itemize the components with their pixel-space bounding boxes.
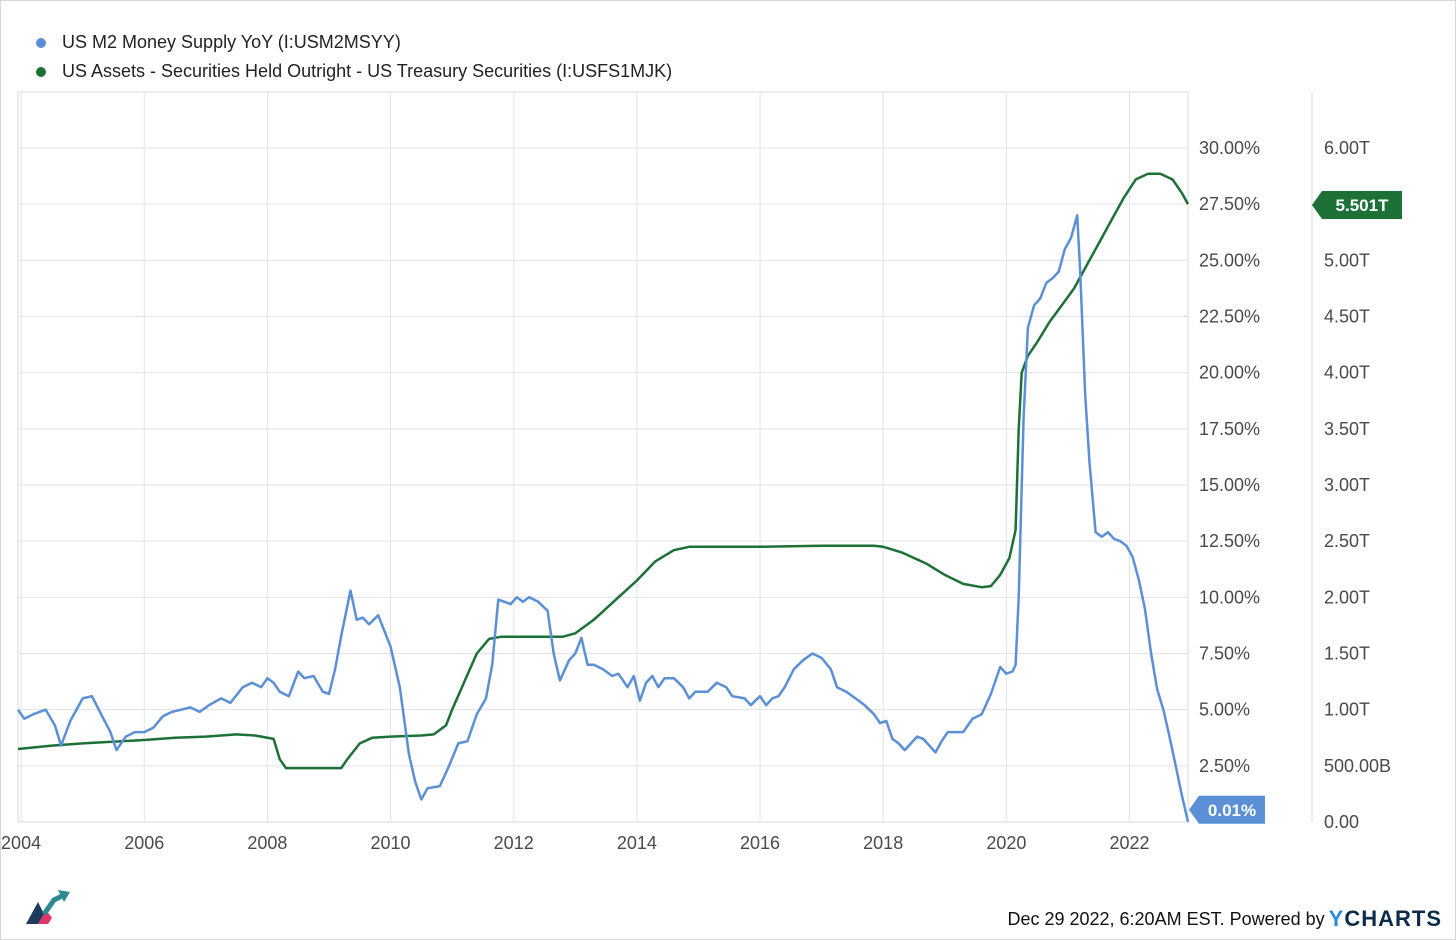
y-right-tick-label: 6.00T [1324, 138, 1370, 158]
y-left-tick-label: 22.50% [1199, 307, 1260, 327]
x-tick-label: 2020 [986, 833, 1026, 853]
ycharts-brand[interactable]: YCHARTS [1329, 906, 1442, 932]
brand-rest: CHARTS [1344, 906, 1442, 931]
plot-area [17, 91, 1189, 823]
footer-timestamp: Dec 29 2022, 6:20AM EST. Powered by [1007, 908, 1325, 929]
y-left-tick-label: 5.00% [1199, 700, 1250, 720]
ycharts-logo-icon [24, 888, 72, 933]
series-line-treasury [17, 172, 1190, 770]
legend: US M2 Money Supply YoY (I:USM2MSYY) US A… [36, 28, 672, 86]
x-tick-label: 2006 [124, 833, 164, 853]
legend-label-treasury: US Assets - Securities Held Outright - U… [62, 61, 673, 81]
y-left-tick-label: 17.50% [1199, 419, 1260, 439]
y-left-tick-label: 25.00% [1199, 250, 1260, 270]
y-right-tick-label: 3.00T [1324, 475, 1370, 495]
y-right-tick-label: 3.50T [1324, 419, 1370, 439]
brand-y: Y [1328, 906, 1345, 931]
end-value-tag-m2: 0.01% [1208, 801, 1256, 820]
x-tick-label: 2004 [1, 833, 41, 853]
y-right-tick-label: 4.00T [1324, 363, 1370, 383]
end-value-tag-treasury: 5.501T [1336, 196, 1390, 215]
x-tick-label: 2014 [617, 833, 657, 853]
legend-item-treasury[interactable]: US Assets - Securities Held Outright - U… [36, 57, 672, 86]
y-left-tick-label: 27.50% [1199, 194, 1260, 214]
x-tick-label: 2018 [863, 833, 903, 853]
x-tick-label: 2012 [494, 833, 534, 853]
y-right-tick-label: 5.00T [1324, 250, 1370, 270]
chart: 2.50% 5.00% 7.50% 10.00% 12.50% 15.00% 17.50% 2… [1, 91, 1402, 853]
y-right-tick-label: 2.50T [1324, 531, 1370, 551]
y-right-tick-label: 2.00T [1324, 587, 1370, 607]
x-tick-label: 2016 [740, 833, 780, 853]
y-right-tick-label: 500.00B [1324, 756, 1391, 776]
y-left-tick-label: 30.00% [1199, 138, 1260, 158]
y-right-tick-label: 4.50T [1324, 307, 1370, 327]
x-tick-label: 2022 [1109, 833, 1149, 853]
y-left-tick-label: 10.00% [1199, 587, 1260, 607]
y-left-tick-label: 20.00% [1199, 363, 1260, 383]
legend-dot-m2 [36, 37, 46, 48]
y-right-tick-label: 0.00 [1324, 812, 1359, 832]
legend-item-m2[interactable]: US M2 Money Supply YoY (I:USM2MSYY) [36, 28, 672, 57]
end-value-tag-m2-bg [1189, 795, 1265, 824]
y-left-tick-label: 15.00% [1199, 475, 1260, 495]
end-value-tag-treasury-bg [1312, 191, 1402, 220]
x-tick-label: 2008 [247, 833, 287, 853]
legend-label-m2: US M2 Money Supply YoY (I:USM2MSYY) [62, 32, 401, 52]
y-left-tick-label: 2.50% [1199, 756, 1250, 776]
y-left-tick-label: 7.50% [1199, 644, 1250, 664]
y-right-tick-label: 1.00T [1324, 700, 1370, 720]
footer: Dec 29 2022, 6:20AM EST. Powered by YCHA… [1007, 906, 1442, 932]
series-line-m2 [16, 214, 1190, 823]
legend-dot-treasury [36, 66, 46, 77]
y-left-tick-label: 12.50% [1199, 531, 1260, 551]
y-right-tick-label: 1.50T [1324, 644, 1370, 664]
x-tick-label: 2010 [371, 833, 411, 853]
